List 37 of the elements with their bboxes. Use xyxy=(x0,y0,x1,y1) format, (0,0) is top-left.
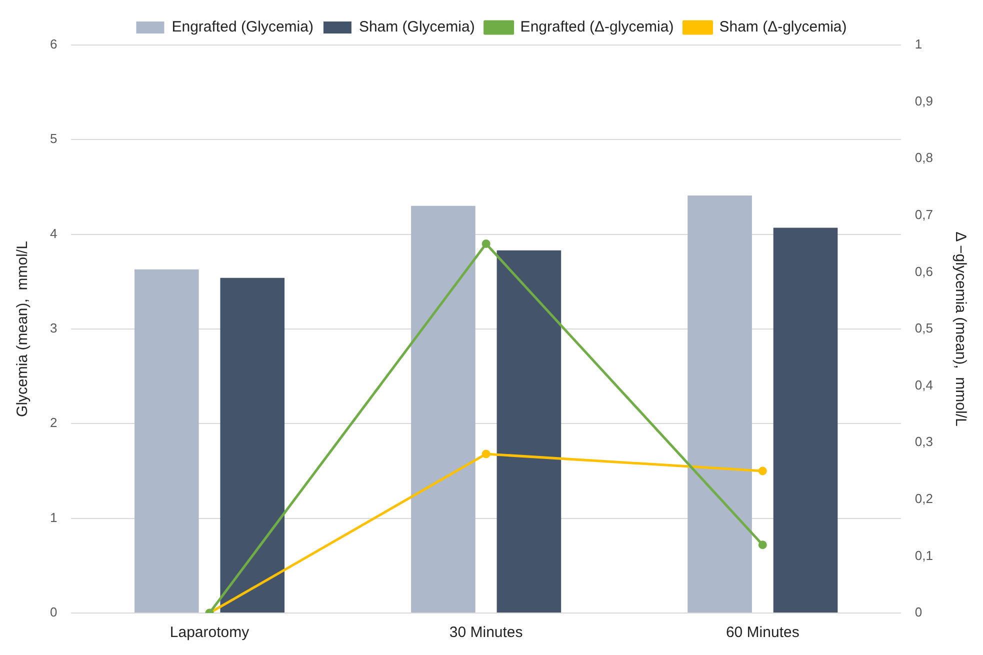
y-tick-label: 3 xyxy=(50,320,58,336)
y2-tick-label: 0,8 xyxy=(914,150,934,166)
y2-tick-label: 1 xyxy=(914,36,922,52)
point xyxy=(482,240,490,248)
legend-label: Engrafted (Glycemia) xyxy=(172,18,314,36)
point xyxy=(482,450,490,458)
point xyxy=(758,540,767,550)
legend-label: Sham (Glycemia) xyxy=(358,18,475,36)
y2-tick-label: 0,2 xyxy=(914,490,934,506)
y2-tick-label: 0,5 xyxy=(914,320,934,336)
y-tick-label: 0 xyxy=(50,604,58,620)
y2-tick-label: 0,3 xyxy=(914,434,934,450)
x-tick-label: Laparotomy xyxy=(170,624,250,642)
x-tick-label: 60 Minutes xyxy=(726,624,800,642)
bar xyxy=(688,196,752,612)
legend-label: Sham (Δ-glycemia) xyxy=(719,18,847,36)
y2-tick-label: 0,1 xyxy=(914,548,934,563)
bar xyxy=(496,250,562,612)
y2-tick-label: 0,4 xyxy=(914,377,934,392)
y-tick-label: 2 xyxy=(50,415,58,430)
y2-tick-label: 0,6 xyxy=(914,264,934,279)
y-axis-title: Glycemia (mean), mmol/L xyxy=(14,241,32,417)
y-tick-label: 1 xyxy=(50,510,58,525)
y-tick-label: 6 xyxy=(50,36,58,52)
y2-axis-title: Δ −glycemia (mean), mmol/L xyxy=(952,232,969,426)
point xyxy=(758,466,767,476)
bar xyxy=(220,278,285,612)
legend-label: Engrafted (Δ-glycemia) xyxy=(520,18,674,36)
x-tick-label: 30 Minutes xyxy=(449,624,523,642)
bar xyxy=(411,206,476,612)
y2-tick-label: 0,7 xyxy=(914,206,934,222)
y-tick-label: 4 xyxy=(50,226,58,241)
y-tick-label: 5 xyxy=(50,131,58,146)
y2-tick-label: 0,9 xyxy=(914,93,934,108)
bar xyxy=(134,269,199,612)
bar xyxy=(773,228,838,612)
y2-tick-label: 0 xyxy=(914,604,922,620)
